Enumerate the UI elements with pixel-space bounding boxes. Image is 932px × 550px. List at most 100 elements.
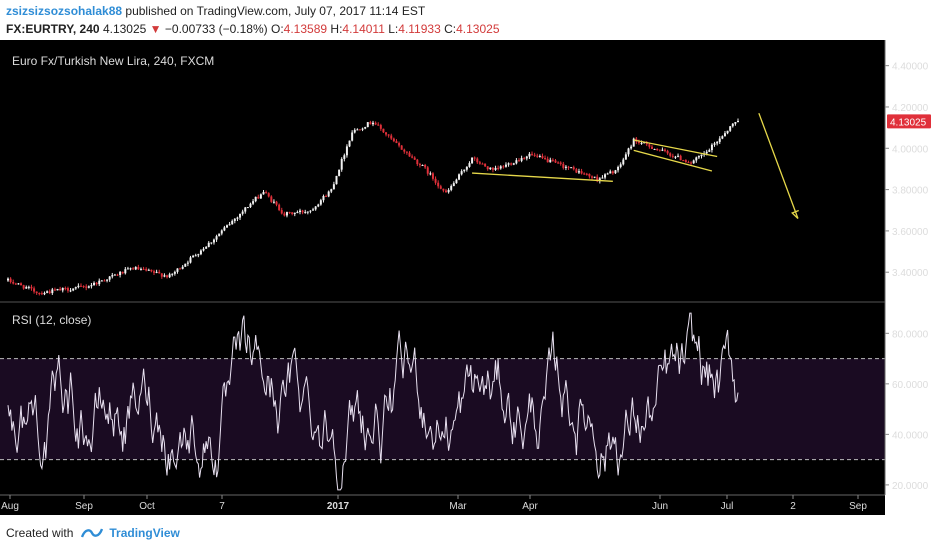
candle-body: [69, 290, 72, 292]
candle-body: [632, 138, 635, 147]
candle-body: [718, 138, 721, 142]
candle-body: [189, 257, 192, 263]
candle-body: [426, 167, 429, 174]
rsi-pane[interactable]: [0, 358, 885, 461]
candle-body: [614, 170, 617, 174]
candle-body: [233, 218, 236, 221]
candle-body: [682, 160, 685, 162]
chart-canvas[interactable]: 4.40000 4.20000 4.00000 3.80000 3.60000 3.400…: [0, 40, 932, 520]
candle-body: [369, 122, 372, 125]
candle-body: [499, 166, 502, 169]
tradingview-brand-link[interactable]: TradingView: [109, 526, 180, 540]
candle-body: [452, 183, 455, 187]
candle-body: [299, 210, 301, 213]
candle-body: [564, 166, 567, 168]
candle-body: [17, 283, 20, 285]
candle-body: [497, 167, 500, 169]
tradingview-logo-icon[interactable]: [81, 526, 104, 540]
candle-body: [327, 191, 330, 197]
candle-body: [536, 155, 539, 157]
rsi-tick-label: 40.0000: [892, 430, 929, 441]
candle-body: [179, 268, 182, 270]
candle-body: [554, 160, 557, 163]
candle-body: [729, 126, 732, 131]
candle-body: [533, 154, 536, 156]
low-value: 4.11933: [398, 22, 441, 36]
candle-body: [226, 225, 228, 228]
candle-body: [291, 212, 294, 214]
candle-body: [106, 279, 109, 281]
candles-layer: [7, 118, 739, 296]
candle-body: [262, 192, 265, 195]
candle-body: [372, 122, 374, 125]
candle-body: [674, 156, 677, 158]
candle-body: [656, 148, 659, 150]
candle-body: [713, 143, 716, 145]
candle-body: [7, 278, 9, 281]
candle-body: [61, 288, 64, 291]
candle-body: [121, 271, 124, 274]
candle-body: [46, 291, 49, 293]
candle-body: [358, 129, 361, 131]
rsi-tick-label: 60.0000: [892, 380, 929, 391]
rsi-pane-title: RSI (12, close): [12, 313, 91, 327]
price-tick-label: 3.40000: [892, 268, 929, 279]
candle-body: [502, 166, 505, 168]
candle-body: [442, 188, 445, 191]
candle-body: [108, 276, 111, 280]
time-tick-label: Sep: [849, 501, 867, 512]
candle-body: [447, 189, 450, 193]
last-price-label: 4.13025: [890, 117, 927, 128]
candle-body: [617, 166, 620, 171]
candle-body: [210, 242, 213, 244]
candle-body: [690, 162, 693, 164]
price-tick-label: 4.20000: [892, 103, 929, 114]
candle-body: [677, 155, 680, 157]
change-value: −0.00733 (−0.18%): [164, 22, 268, 36]
low-label: L:: [388, 22, 399, 36]
candle-body: [486, 166, 489, 170]
candle-body: [330, 189, 333, 192]
candle-body: [679, 155, 682, 161]
candle-body: [549, 159, 552, 163]
candle-body: [525, 156, 528, 159]
candle-body: [585, 173, 588, 175]
candle-body: [405, 151, 408, 153]
candle-body: [249, 203, 252, 208]
candle-body: [507, 163, 510, 165]
candle-body: [280, 210, 283, 214]
candle-body: [51, 289, 54, 294]
time-tick-label: Apr: [522, 501, 538, 512]
candle-body: [559, 162, 562, 164]
candle-body: [494, 167, 497, 170]
candle-body: [340, 158, 343, 170]
forecast-arrow-head: [790, 209, 799, 219]
trendline: [472, 172, 613, 182]
candle-body: [463, 169, 466, 172]
candle-body: [25, 287, 28, 289]
candle-body: [551, 159, 554, 161]
candle-body: [155, 271, 158, 273]
candle-body: [624, 154, 627, 160]
candle-body: [72, 288, 75, 291]
candle-body: [562, 163, 565, 168]
candle-body: [627, 148, 630, 155]
candle-body: [411, 156, 414, 158]
candle-body: [726, 130, 729, 134]
candle-body: [223, 227, 226, 231]
candle-body: [20, 283, 23, 286]
candle-body: [596, 176, 599, 182]
candle-body: [171, 273, 174, 275]
change-down-icon: ▼: [149, 22, 162, 36]
candle-body: [317, 204, 320, 207]
candle-body: [653, 148, 656, 150]
candle-body: [374, 122, 377, 125]
candle-body: [129, 268, 132, 270]
candle-body: [312, 209, 315, 211]
candle-body: [33, 288, 36, 292]
author-link[interactable]: zsizsizsozsohalak88: [6, 4, 123, 18]
candle-body: [664, 149, 666, 151]
candle-body: [458, 174, 461, 180]
candle-body: [139, 268, 142, 270]
trendline: [633, 139, 718, 158]
